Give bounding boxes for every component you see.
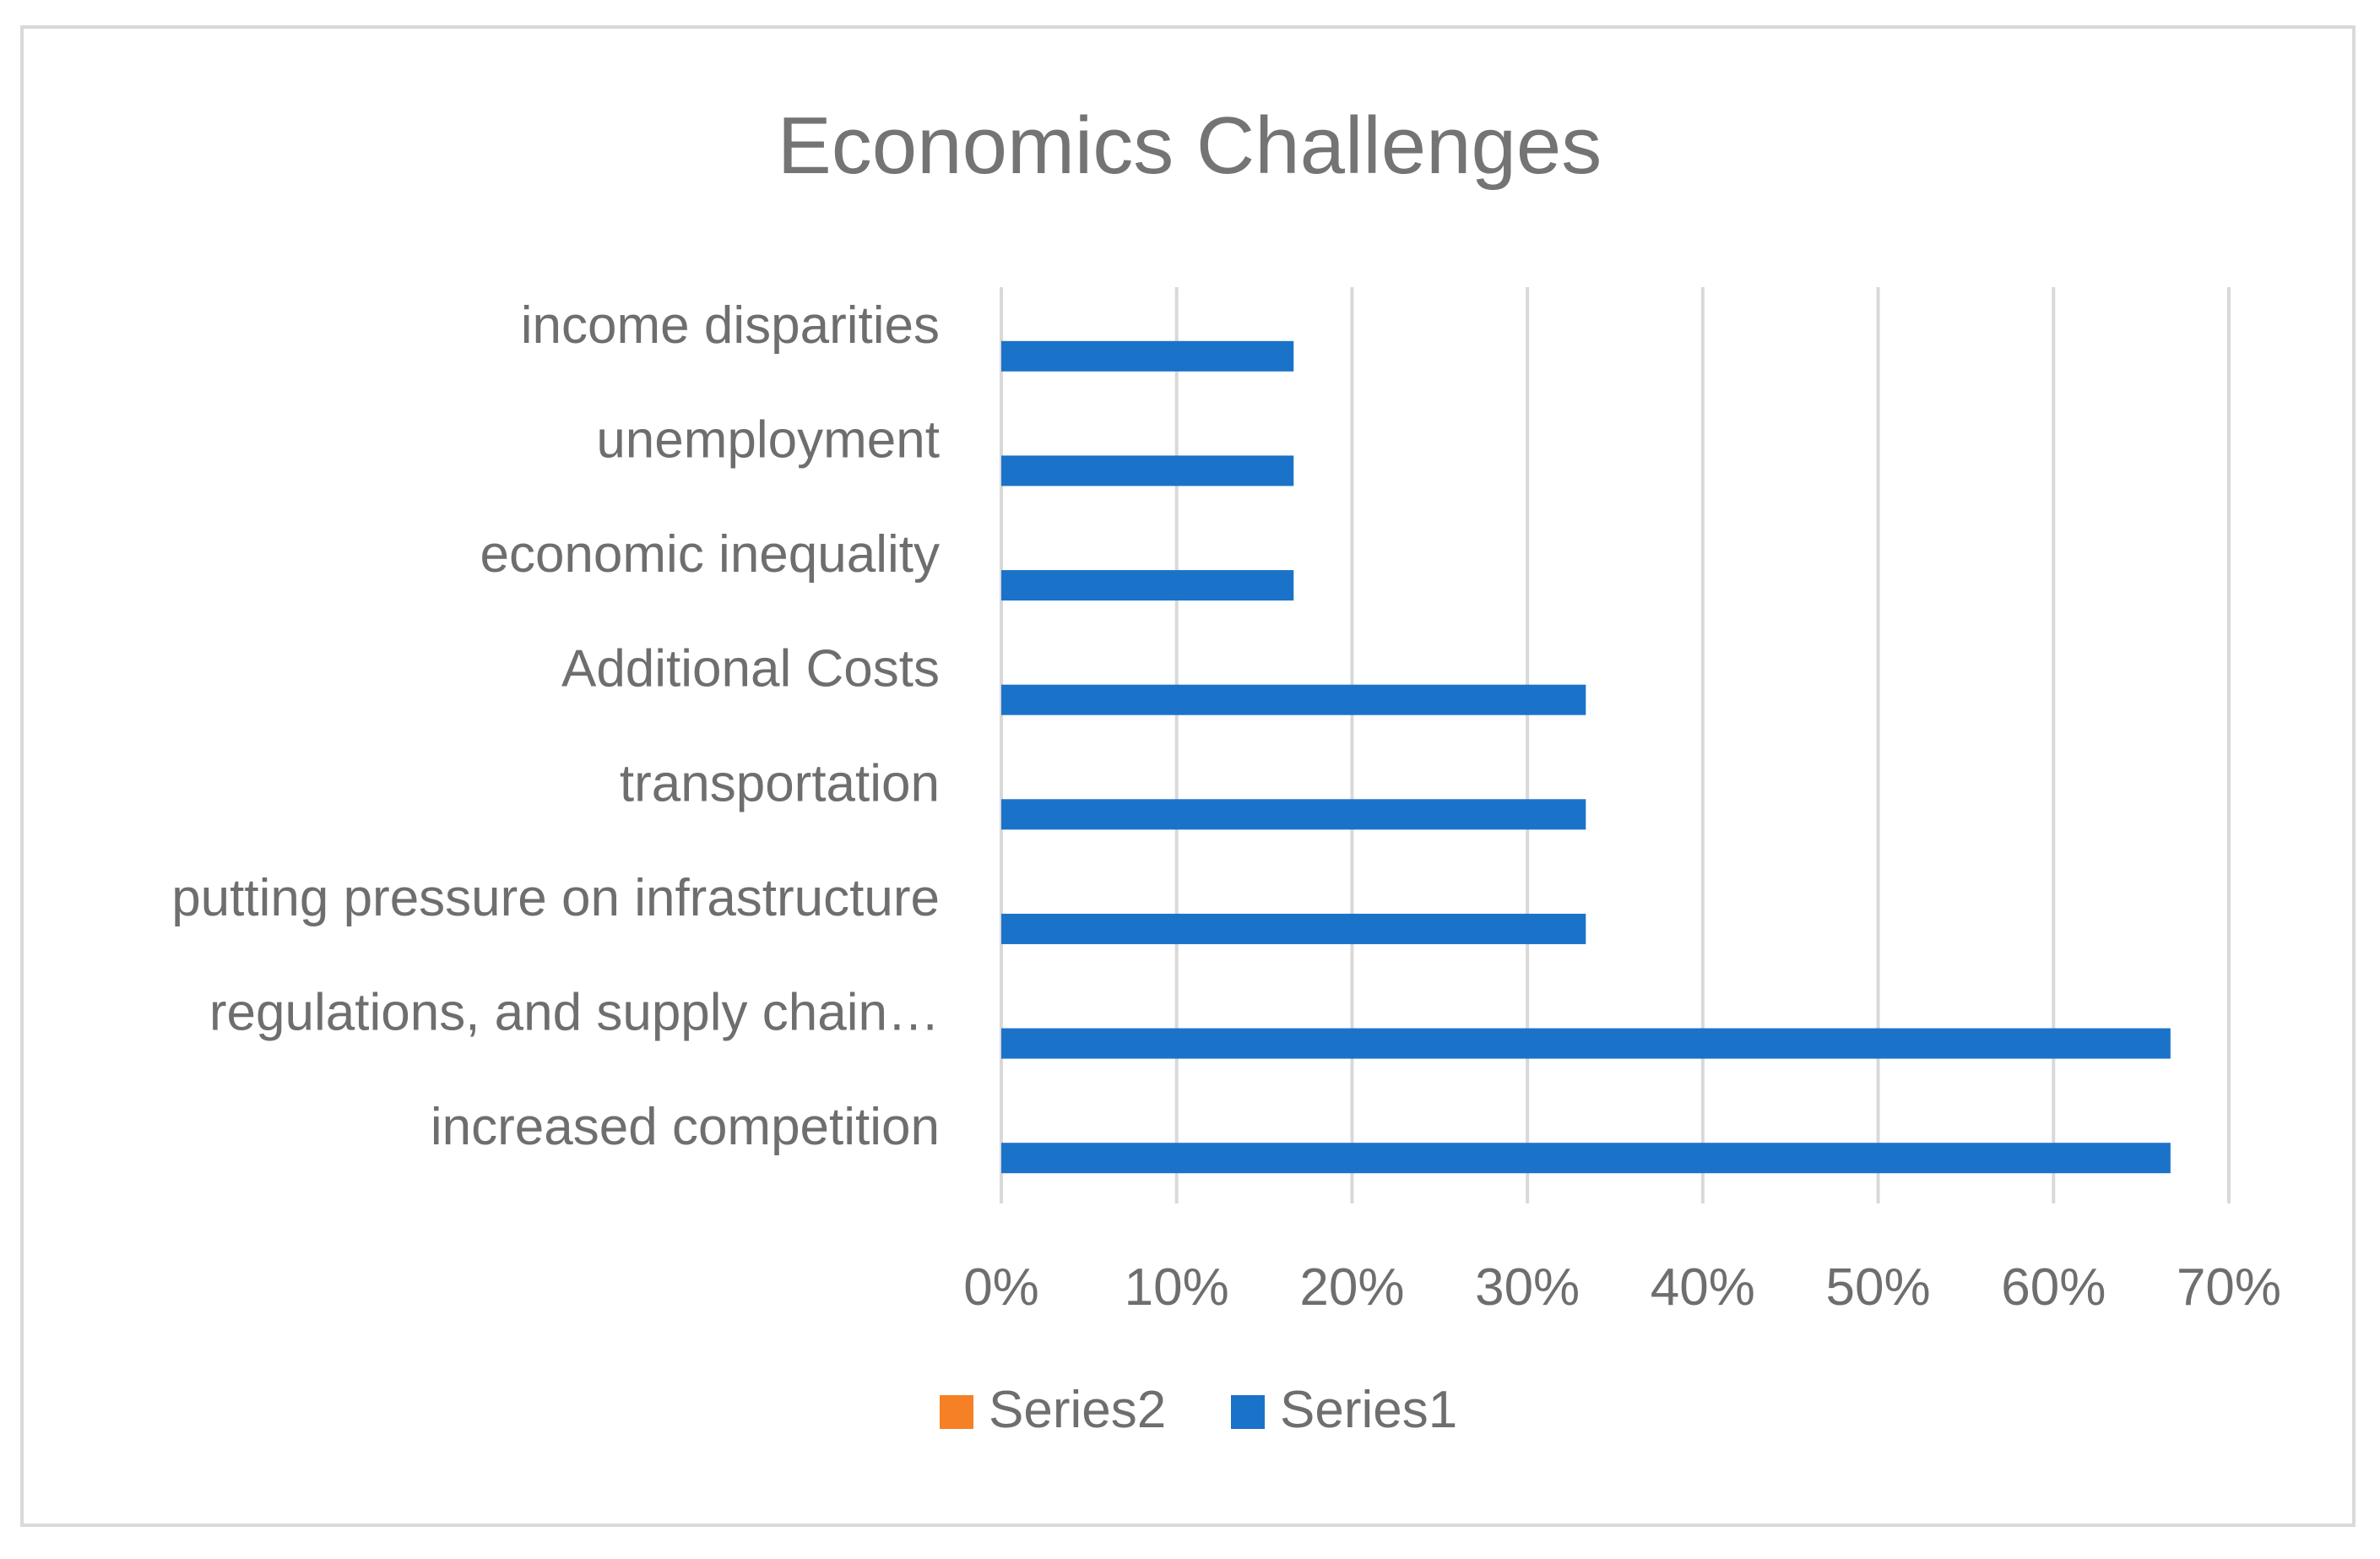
x-tick-label: 10% <box>1125 1258 1229 1317</box>
x-tick-label: 30% <box>1475 1258 1580 1317</box>
category-label: increased competition <box>431 1098 940 1156</box>
category-label: unemployment <box>596 410 940 469</box>
bar-series1 <box>1001 1143 2171 1174</box>
x-tick-label: 60% <box>2001 1258 2106 1317</box>
legend-swatch <box>1231 1395 1265 1429</box>
legend-swatch <box>940 1395 973 1429</box>
gridlines <box>1000 287 2231 1203</box>
chart-title: Economics Challenges <box>778 100 1602 191</box>
x-tick-label: 70% <box>2177 1258 2281 1317</box>
category-label: income disparities <box>521 296 940 355</box>
bar-series1 <box>1001 913 1586 944</box>
category-label: economic inequality <box>480 525 940 584</box>
bars <box>1001 340 2171 1174</box>
x-tick-label: 50% <box>1826 1258 1931 1317</box>
category-label: putting pressure on infrastructure <box>171 869 940 927</box>
bar-series1 <box>1001 340 1294 372</box>
category-label: regulations, and supply chain… <box>209 984 940 1042</box>
legend-label: Series2 <box>989 1381 1166 1439</box>
category-label: transportation <box>620 754 940 812</box>
x-tick-labels: 0% 10% 20% 30% 40% 50% 60% 70% <box>963 1258 2281 1317</box>
legend-label: Series1 <box>1280 1381 1457 1439</box>
x-tick-label: 20% <box>1299 1258 1404 1317</box>
bar-series1 <box>1001 1028 2171 1059</box>
legend: Series2 Series1 <box>940 1381 1457 1439</box>
chart-frame <box>20 25 2356 1527</box>
category-labels: income disparities unemployment economic i… <box>171 296 940 1156</box>
bar-series1 <box>1001 799 1586 830</box>
category-label: Additional Costs <box>561 640 940 698</box>
bar-series1 <box>1001 570 1294 601</box>
x-tick-label: 0% <box>963 1258 1039 1317</box>
x-tick-label: 40% <box>1651 1258 1755 1317</box>
bar-series1 <box>1001 684 1586 715</box>
bar-series1 <box>1001 455 1294 486</box>
